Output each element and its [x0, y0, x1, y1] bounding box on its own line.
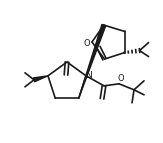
Text: O: O [84, 38, 90, 47]
Text: O: O [118, 74, 124, 83]
Text: N: N [85, 71, 91, 80]
Polygon shape [33, 76, 48, 82]
Polygon shape [79, 24, 106, 98]
